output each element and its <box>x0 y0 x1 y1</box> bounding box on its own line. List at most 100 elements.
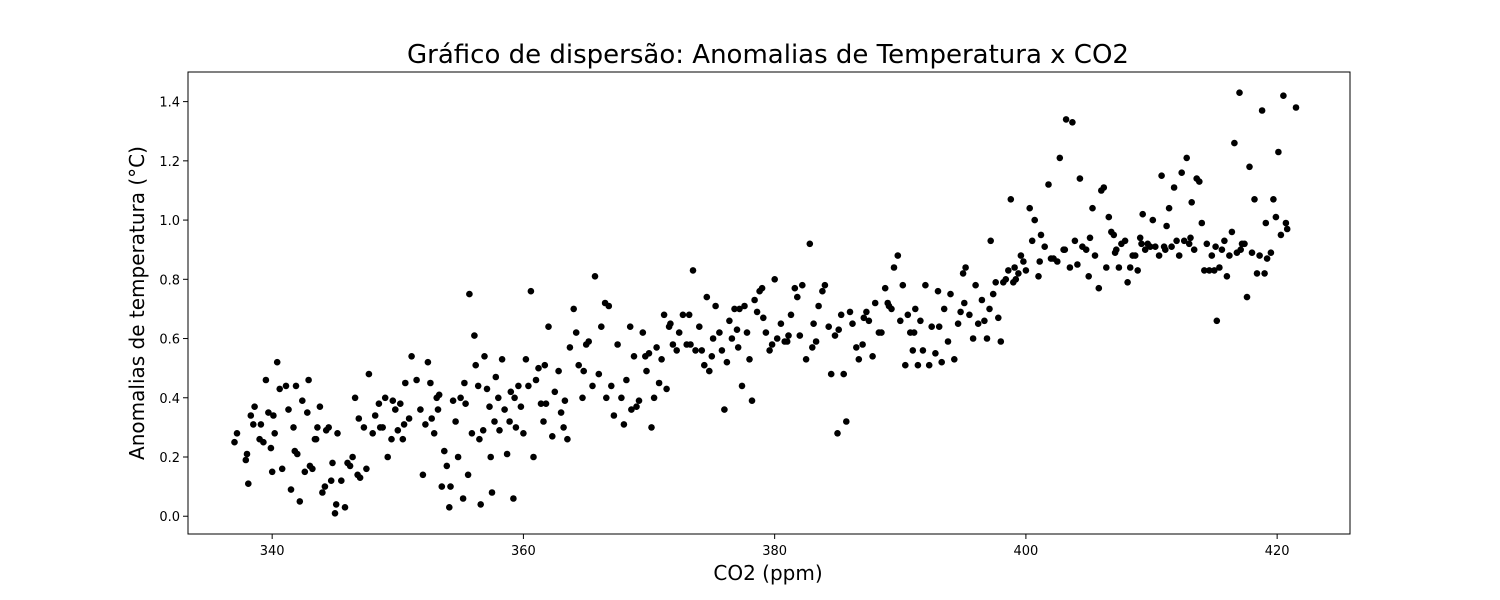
data-point <box>1111 249 1119 256</box>
data-point <box>701 361 708 369</box>
data-point <box>871 299 879 307</box>
data-point <box>346 462 354 470</box>
data-point <box>951 356 958 363</box>
data-point <box>457 394 464 402</box>
data-point <box>1134 267 1141 274</box>
x-tick-label: 340 <box>260 544 285 559</box>
data-point <box>1243 293 1251 301</box>
data-point <box>897 317 904 325</box>
data-point <box>922 281 929 289</box>
data-point <box>997 338 1005 345</box>
data-point <box>1110 231 1118 239</box>
data-point <box>1188 199 1195 206</box>
data-point <box>934 287 942 295</box>
data-point <box>1187 234 1194 242</box>
data-point <box>363 465 370 473</box>
data-point <box>972 281 979 289</box>
data-point <box>1282 219 1290 227</box>
data-point <box>1141 246 1149 253</box>
data-point <box>551 388 559 396</box>
data-point <box>799 281 806 289</box>
data-point <box>618 394 625 402</box>
y-tick-label: 0.0 <box>159 510 180 525</box>
data-point <box>268 468 276 476</box>
data-point <box>620 421 628 428</box>
data-point <box>679 311 687 319</box>
data-point <box>1201 267 1208 274</box>
data-point <box>1198 219 1206 227</box>
data-point <box>296 498 304 505</box>
data-point <box>1017 252 1025 259</box>
data-point <box>468 430 476 437</box>
data-point <box>452 418 459 425</box>
data-point <box>815 302 822 310</box>
data-point <box>743 329 751 336</box>
data-point <box>1221 237 1228 245</box>
data-point <box>1086 234 1094 242</box>
data-point <box>535 364 542 372</box>
data-point <box>959 270 967 277</box>
data-point <box>837 311 845 319</box>
data-point <box>1236 89 1243 96</box>
data-point <box>292 382 300 390</box>
data-point <box>589 382 596 390</box>
data-point <box>1196 178 1203 185</box>
data-point <box>989 290 997 298</box>
data-point <box>1246 163 1253 171</box>
data-point <box>399 435 407 443</box>
data-point <box>435 391 443 399</box>
data-point <box>633 403 640 411</box>
data-point <box>1203 240 1211 248</box>
data-point <box>1163 222 1170 230</box>
data-point <box>738 382 746 390</box>
data-point <box>408 353 415 360</box>
data-point <box>685 311 693 319</box>
data-point <box>341 504 349 511</box>
data-point <box>491 418 498 425</box>
data-point <box>309 465 316 473</box>
data-point <box>1228 228 1236 236</box>
data-point <box>314 424 321 431</box>
data-point <box>741 302 748 310</box>
data-point <box>766 347 773 354</box>
data-point <box>492 373 500 381</box>
data-point <box>768 341 776 348</box>
data-point <box>1258 107 1266 114</box>
data-point <box>885 302 893 310</box>
data-point <box>728 335 736 342</box>
data-point <box>1095 284 1103 292</box>
data-point <box>360 424 368 431</box>
data-point <box>1272 213 1280 221</box>
data-point <box>355 415 363 422</box>
data-point <box>665 323 673 331</box>
data-point <box>250 421 257 428</box>
data-point <box>751 296 758 304</box>
plot-area-frame <box>187 71 1351 535</box>
data-point <box>598 323 605 331</box>
data-point <box>954 320 962 328</box>
data-point <box>827 370 835 378</box>
data-point <box>1277 231 1285 239</box>
data-point <box>1223 273 1231 280</box>
data-point <box>1283 225 1291 233</box>
data-point <box>278 465 286 473</box>
data-point <box>486 403 493 411</box>
data-point <box>332 501 340 508</box>
data-point <box>392 406 399 413</box>
data-point <box>1216 264 1223 271</box>
data-point <box>294 450 301 458</box>
data-point <box>783 338 791 345</box>
data-point <box>427 379 434 387</box>
data-point <box>890 264 898 271</box>
data-point <box>541 361 549 369</box>
y-tick-label: 0.8 <box>159 273 180 288</box>
data-point <box>515 382 522 390</box>
data-point <box>511 394 518 402</box>
data-point <box>564 435 571 443</box>
data-point <box>1136 234 1144 242</box>
y-tick-label: 1.0 <box>159 214 180 229</box>
data-point <box>530 453 537 461</box>
data-point <box>488 489 496 496</box>
data-point <box>1138 240 1145 248</box>
data-point <box>443 462 451 470</box>
